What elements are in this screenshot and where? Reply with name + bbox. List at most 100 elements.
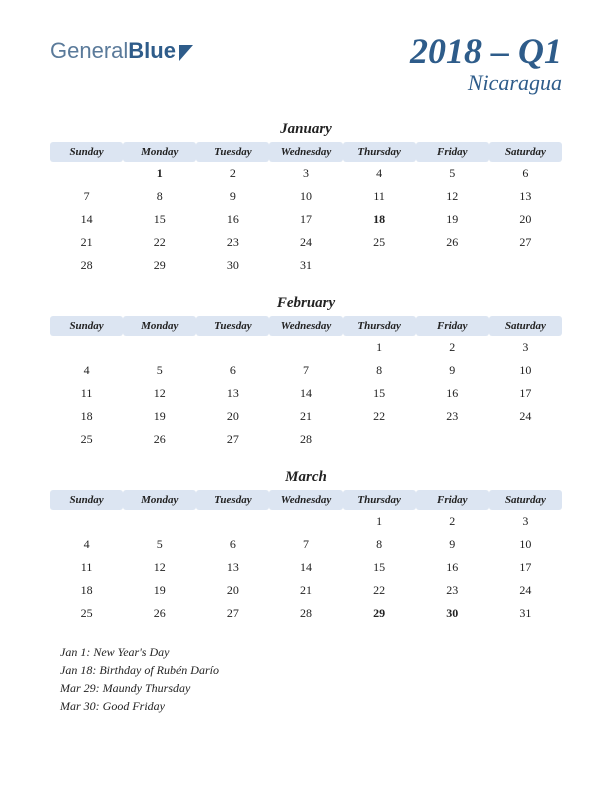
day-cell: 2 — [416, 336, 489, 359]
day-cell: 24 — [489, 579, 562, 602]
day-cell: 1 — [343, 336, 416, 359]
day-cell: 14 — [269, 382, 342, 405]
weekday-header: Monday — [123, 490, 196, 510]
table-row: 123456 — [50, 162, 562, 185]
day-cell: 7 — [269, 359, 342, 382]
day-cell: 15 — [343, 382, 416, 405]
logo-text-blue: Blue — [128, 38, 176, 64]
day-cell: 31 — [489, 602, 562, 625]
day-cell: 4 — [50, 359, 123, 382]
day-cell: 10 — [489, 533, 562, 556]
day-cell: 31 — [269, 254, 342, 277]
day-cell: 22 — [343, 405, 416, 428]
day-cell: 12 — [123, 556, 196, 579]
day-cell: 12 — [123, 382, 196, 405]
weekday-header: Sunday — [50, 142, 123, 162]
header: GeneralBlue 2018 – Q1 Nicaragua — [50, 30, 562, 96]
day-cell: 12 — [416, 185, 489, 208]
month-block: JanuarySundayMondayTuesdayWednesdayThurs… — [50, 121, 562, 277]
day-cell: 22 — [343, 579, 416, 602]
table-row: 123 — [50, 336, 562, 359]
day-cell: 5 — [123, 533, 196, 556]
day-cell: 15 — [123, 208, 196, 231]
weekday-header: Tuesday — [196, 490, 269, 510]
weekday-header: Wednesday — [269, 316, 342, 336]
weekday-header: Tuesday — [196, 316, 269, 336]
calendar-table: SundayMondayTuesdayWednesdayThursdayFrid… — [50, 142, 562, 277]
day-cell: 11 — [50, 382, 123, 405]
day-cell: 23 — [416, 405, 489, 428]
day-cell: 28 — [50, 254, 123, 277]
day-cell — [196, 510, 269, 533]
month-block: FebruarySundayMondayTuesdayWednesdayThur… — [50, 295, 562, 451]
table-row: 21222324252627 — [50, 231, 562, 254]
day-cell: 6 — [196, 533, 269, 556]
day-cell — [343, 254, 416, 277]
day-cell: 18 — [50, 405, 123, 428]
day-cell: 26 — [416, 231, 489, 254]
logo-sail-icon — [179, 45, 193, 61]
holiday-item: Mar 29: Maundy Thursday — [60, 679, 562, 697]
day-cell: 3 — [489, 510, 562, 533]
weekday-header: Friday — [416, 490, 489, 510]
day-cell: 23 — [416, 579, 489, 602]
day-cell: 28 — [269, 428, 342, 451]
table-row: 45678910 — [50, 359, 562, 382]
day-cell — [489, 254, 562, 277]
table-row: 28293031 — [50, 254, 562, 277]
day-cell: 9 — [196, 185, 269, 208]
weekday-header: Saturday — [489, 142, 562, 162]
day-cell: 2 — [196, 162, 269, 185]
day-cell: 3 — [269, 162, 342, 185]
logo: GeneralBlue — [50, 38, 193, 64]
weekday-header: Wednesday — [269, 490, 342, 510]
day-cell — [416, 428, 489, 451]
day-cell: 13 — [196, 556, 269, 579]
weekday-header: Friday — [416, 142, 489, 162]
weekday-header: Monday — [123, 316, 196, 336]
table-row: 78910111213 — [50, 185, 562, 208]
day-cell: 8 — [123, 185, 196, 208]
day-cell — [50, 510, 123, 533]
day-cell — [123, 510, 196, 533]
day-cell: 16 — [196, 208, 269, 231]
day-cell: 27 — [489, 231, 562, 254]
weekday-header: Sunday — [50, 316, 123, 336]
weekday-header: Tuesday — [196, 142, 269, 162]
table-row: 11121314151617 — [50, 556, 562, 579]
weekday-header: Thursday — [343, 142, 416, 162]
weekday-header: Wednesday — [269, 142, 342, 162]
day-cell: 5 — [416, 162, 489, 185]
weekday-header: Friday — [416, 316, 489, 336]
day-cell: 1 — [123, 162, 196, 185]
day-cell: 22 — [123, 231, 196, 254]
day-cell — [416, 254, 489, 277]
day-cell: 16 — [416, 382, 489, 405]
day-cell — [269, 336, 342, 359]
day-cell: 4 — [50, 533, 123, 556]
day-cell: 8 — [343, 533, 416, 556]
day-cell: 24 — [489, 405, 562, 428]
table-row: 14151617181920 — [50, 208, 562, 231]
calendars-container: JanuarySundayMondayTuesdayWednesdayThurs… — [50, 121, 562, 625]
day-cell: 11 — [343, 185, 416, 208]
title-main: 2018 – Q1 — [410, 30, 562, 72]
month-block: MarchSundayMondayTuesdayWednesdayThursda… — [50, 469, 562, 625]
holiday-item: Jan 1: New Year's Day — [60, 643, 562, 661]
day-cell: 29 — [343, 602, 416, 625]
day-cell: 21 — [269, 405, 342, 428]
table-row: 45678910 — [50, 533, 562, 556]
day-cell: 25 — [343, 231, 416, 254]
calendar-table: SundayMondayTuesdayWednesdayThursdayFrid… — [50, 316, 562, 451]
day-cell: 4 — [343, 162, 416, 185]
day-cell: 5 — [123, 359, 196, 382]
day-cell — [50, 162, 123, 185]
weekday-header: Sunday — [50, 490, 123, 510]
day-cell: 1 — [343, 510, 416, 533]
weekday-header: Thursday — [343, 490, 416, 510]
table-row: 18192021222324 — [50, 405, 562, 428]
day-cell: 29 — [123, 254, 196, 277]
day-cell: 9 — [416, 533, 489, 556]
table-row: 25262728293031 — [50, 602, 562, 625]
day-cell: 13 — [196, 382, 269, 405]
